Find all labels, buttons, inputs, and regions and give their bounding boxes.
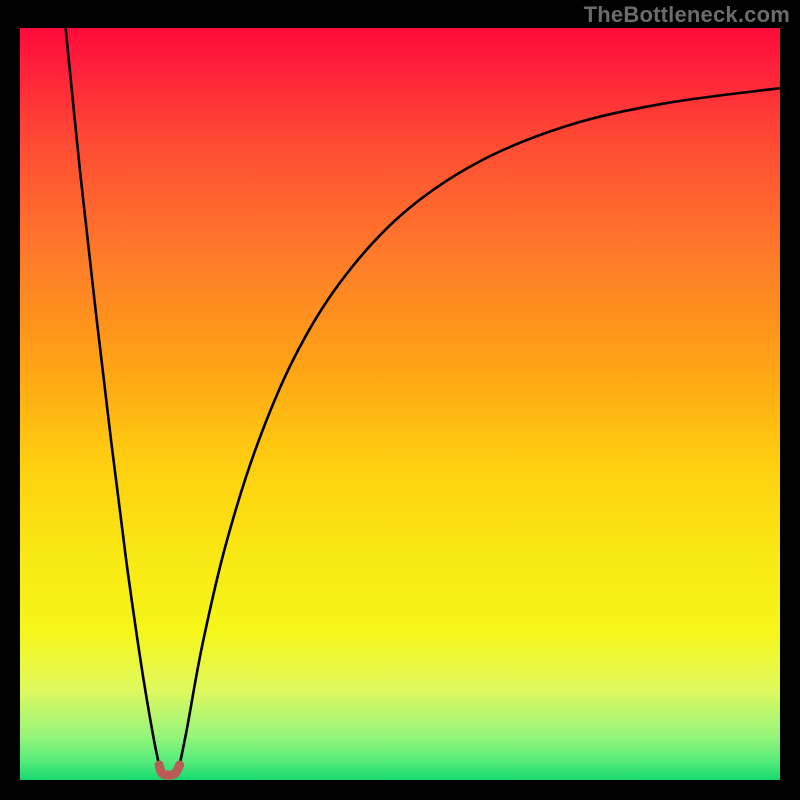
chart-frame: TheBottleneck.com — [0, 0, 800, 800]
plot-area — [20, 28, 780, 780]
curve-right — [180, 88, 780, 765]
curve-left — [66, 28, 159, 765]
curves-layer — [20, 28, 780, 780]
valley-marker — [159, 765, 180, 775]
watermark-text: TheBottleneck.com — [584, 2, 790, 28]
